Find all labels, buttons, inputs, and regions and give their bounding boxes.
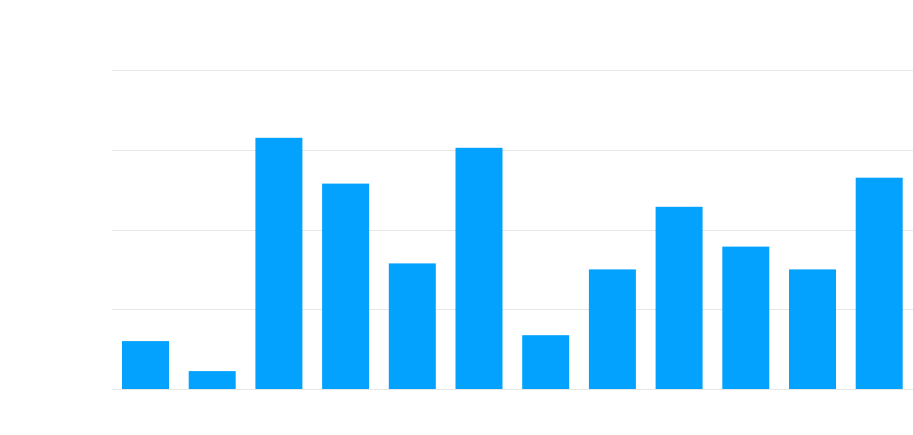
bar-2 <box>188 371 236 389</box>
bar-9 <box>655 206 703 389</box>
bar-3 <box>255 137 303 389</box>
bar-10 <box>722 246 770 389</box>
bar-8 <box>588 269 636 389</box>
gridlines <box>112 70 913 390</box>
bar-5 <box>388 263 436 389</box>
bars <box>122 137 903 389</box>
bar-12 <box>855 177 903 389</box>
bar-6 <box>455 147 503 389</box>
bar-11 <box>789 269 836 389</box>
bar-1 <box>122 341 169 389</box>
bar-7 <box>522 335 570 389</box>
bar-4 <box>322 183 370 389</box>
